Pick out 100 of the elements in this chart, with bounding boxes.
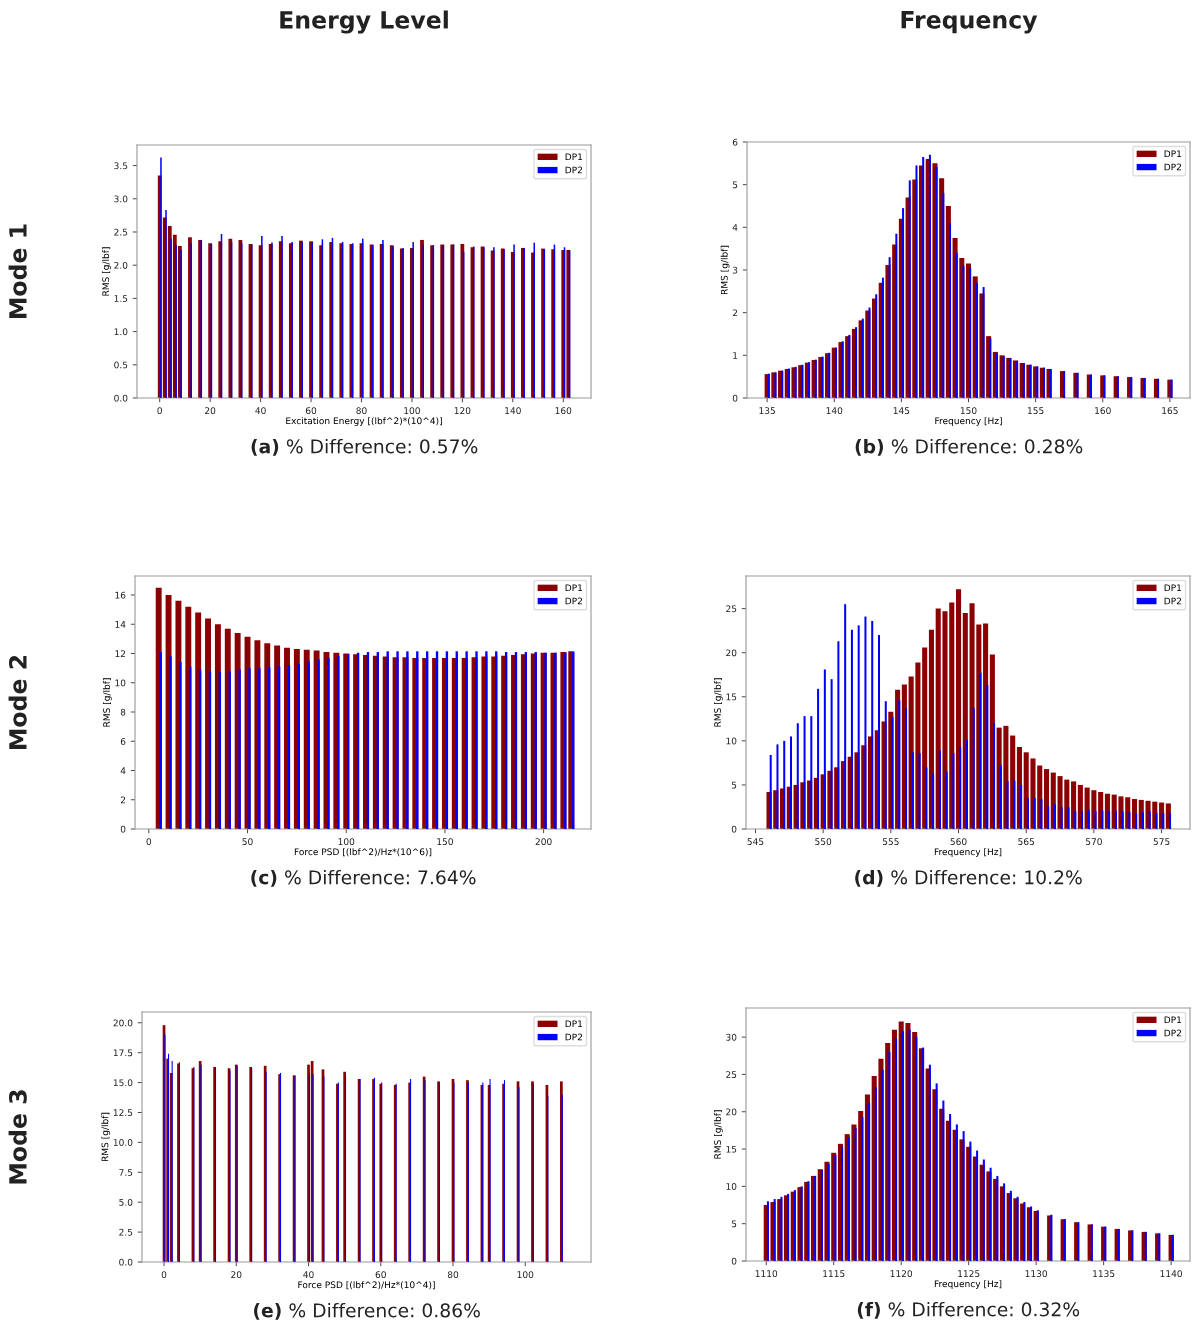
x-tick-label: 135 bbox=[759, 407, 775, 415]
y-tick-label: 0 bbox=[120, 825, 126, 833]
x-axis-title: Force PSD [(lbf^2)/Hz*(10^6)] bbox=[294, 848, 432, 857]
x-tick-label: 0 bbox=[161, 1271, 167, 1279]
x-tick-label: 545 bbox=[747, 838, 764, 846]
x-tick-label: 50 bbox=[242, 838, 253, 846]
y-tick-label: 10 bbox=[115, 679, 126, 687]
y-tick-label: 12.5 bbox=[113, 1109, 133, 1117]
x-tick-label: 40 bbox=[255, 407, 266, 415]
x-tick-label: 0 bbox=[157, 407, 162, 415]
y-tick-label: 3.0 bbox=[114, 195, 128, 203]
y-tick-label: 20 bbox=[726, 1108, 737, 1116]
y-tick-label: 2.0 bbox=[114, 261, 128, 269]
x-tick-label: 20 bbox=[231, 1271, 242, 1279]
y-tick-label: 12 bbox=[115, 650, 126, 657]
x-axis-title: Frequency [Hz] bbox=[935, 417, 1002, 426]
x-tick-label: 560 bbox=[950, 838, 967, 846]
x-tick-label: 100 bbox=[338, 838, 355, 846]
y-tick-label: 6 bbox=[732, 138, 738, 146]
x-tick-label: 1125 bbox=[958, 1270, 980, 1278]
y-axis-title: RMS [g/lbf] bbox=[713, 678, 723, 727]
y-tick-label: 0.0 bbox=[119, 1258, 133, 1266]
y-tick-label: 25 bbox=[726, 605, 737, 613]
x-tick-label: 160 bbox=[555, 407, 572, 415]
y-tick-label: 8 bbox=[120, 708, 126, 716]
x-tick-label: 40 bbox=[303, 1271, 314, 1279]
text: (e) % Difference: 0.86% bbox=[254, 1302, 480, 1320]
y-tick-label: 20.0 bbox=[113, 1019, 133, 1027]
y-tick-label: 30 bbox=[726, 1033, 737, 1041]
text: Mode 2 bbox=[8, 655, 27, 749]
x-tick-label: 165 bbox=[1162, 407, 1178, 415]
legend-label: DP1 bbox=[565, 1020, 583, 1027]
legend-label: DP2 bbox=[565, 597, 582, 605]
y-tick-label: 10 bbox=[726, 1183, 737, 1190]
x-tick-label: 60 bbox=[375, 1271, 386, 1279]
x-tick-label: 100 bbox=[404, 407, 420, 415]
y-tick-label: 0 bbox=[731, 825, 737, 833]
y-tick-label: 2 bbox=[120, 796, 126, 804]
y-axis-title: RMS [g/lbf] bbox=[713, 1110, 723, 1159]
x-tick-label: 100 bbox=[517, 1271, 534, 1279]
x-axis-title: Force PSD [(lbf^2)/Hz*(10^4)] bbox=[298, 1281, 435, 1290]
y-tick-label: 10.0 bbox=[113, 1139, 133, 1146]
legend-label: DP1 bbox=[1164, 150, 1182, 157]
x-tick-label: 80 bbox=[447, 1271, 459, 1279]
x-tick-label: 575 bbox=[1153, 838, 1170, 846]
text: (f) % Difference: 0.32% bbox=[857, 1301, 1080, 1319]
x-tick-label: 550 bbox=[815, 838, 832, 846]
y-tick-label: 15 bbox=[726, 1145, 737, 1153]
y-tick-label: 5.0 bbox=[119, 1198, 133, 1206]
y-tick-label: 1 bbox=[733, 352, 738, 359]
y-tick-label: 1.5 bbox=[114, 295, 128, 302]
y-tick-label: 2.5 bbox=[119, 1228, 133, 1236]
y-tick-label: 1.0 bbox=[114, 328, 128, 336]
y-tick-label: 0.5 bbox=[114, 361, 128, 369]
y-tick-label: 17.5 bbox=[113, 1049, 133, 1057]
chart-title: Energy Level bbox=[280, 10, 448, 34]
y-tick-label: 0.0 bbox=[114, 394, 128, 402]
x-tick-label: 80 bbox=[356, 407, 367, 415]
x-tick-label: 1115 bbox=[823, 1270, 845, 1278]
x-tick-label: 200 bbox=[535, 838, 552, 846]
y-tick-label: 25 bbox=[726, 1071, 737, 1078]
y-tick-label: 4 bbox=[732, 224, 738, 231]
y-tick-label: 15 bbox=[726, 693, 737, 701]
y-axis-title: RMS [g/lbf] bbox=[102, 678, 112, 727]
legend-label: DP2 bbox=[1164, 597, 1181, 605]
y-tick-label: 5 bbox=[731, 781, 737, 789]
x-tick-label: 140 bbox=[505, 407, 521, 415]
x-tick-label: 0 bbox=[146, 838, 152, 846]
y-tick-label: 3.5 bbox=[114, 162, 128, 170]
x-axis-title: Frequency [Hz] bbox=[934, 1280, 1002, 1289]
legend-label: DP2 bbox=[1164, 1029, 1181, 1037]
y-tick-label: 2 bbox=[732, 309, 738, 317]
text: (b) % Difference: 0.28% bbox=[855, 438, 1083, 456]
legend-label: DP2 bbox=[565, 166, 582, 174]
x-tick-label: 1140 bbox=[1160, 1270, 1182, 1278]
x-tick-label: 1130 bbox=[1025, 1270, 1048, 1278]
x-tick-label: 140 bbox=[826, 407, 843, 415]
legend-label: DP2 bbox=[565, 1033, 582, 1041]
text: Mode 1 bbox=[8, 224, 27, 318]
y-axis-title: RMS [g/lbf] bbox=[720, 245, 730, 295]
y-tick-label: 10 bbox=[726, 737, 737, 745]
x-axis-title: Frequency [Hz] bbox=[934, 848, 1002, 857]
x-tick-label: 20 bbox=[205, 407, 216, 415]
x-axis-title: Excitation Energy [(lbf^2)*(10^4)] bbox=[286, 417, 442, 426]
y-tick-label: 0 bbox=[732, 394, 738, 402]
y-tick-label: 0 bbox=[731, 1257, 737, 1265]
y-tick-label: 5 bbox=[731, 1220, 737, 1228]
x-tick-label: 1120 bbox=[890, 1270, 913, 1278]
y-tick-label: 16 bbox=[115, 591, 126, 599]
y-tick-label: 4 bbox=[120, 767, 126, 774]
x-tick-label: 570 bbox=[1085, 838, 1102, 846]
y-axis-title: RMS [g/lbf] bbox=[102, 247, 111, 296]
y-tick-label: 14 bbox=[115, 621, 126, 628]
y-tick-label: 3 bbox=[732, 266, 738, 274]
x-tick-label: 1135 bbox=[1093, 1270, 1115, 1278]
x-tick-label: 145 bbox=[893, 407, 910, 415]
x-tick-label: 565 bbox=[1018, 838, 1035, 846]
y-tick-label: 5 bbox=[732, 181, 738, 189]
x-tick-label: 120 bbox=[454, 407, 471, 415]
x-tick-label: 60 bbox=[305, 407, 317, 415]
